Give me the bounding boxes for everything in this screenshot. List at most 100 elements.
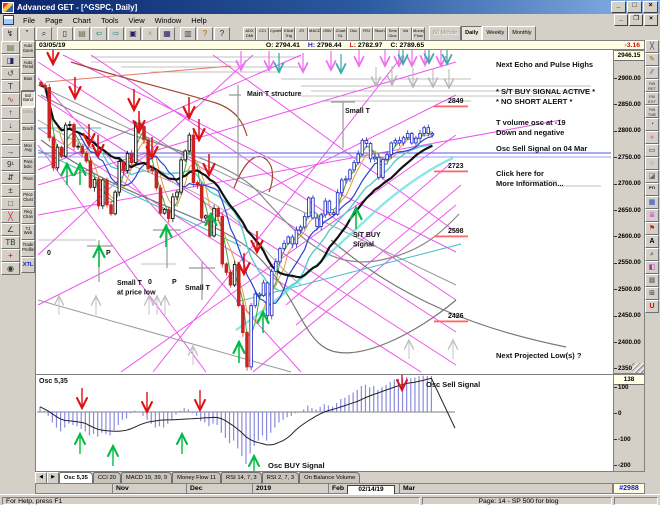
toolbar-study-rsi[interactable]: RSI [360,27,373,41]
toolbar-study-cci[interactable]: CCI [256,27,269,41]
chart-window-icon[interactable] [3,15,14,25]
toolbar-study-ellott-trig[interactable]: Ellott Trig [282,27,295,41]
tab-rsi-14-7-3[interactable]: RSI 14, 7, 3 [221,472,262,483]
pencil-tool-icon[interactable]: ✎ [645,53,659,66]
close-button[interactable]: × [643,1,658,13]
price-clusters-button[interactable]: ▦ [645,196,659,209]
study-hammer-icon[interactable]: T [1,80,20,93]
arrow-up-tool-icon[interactable]: ↑ [1,106,20,119]
study-xtl[interactable]: XTL [21,256,35,274]
study-pivot[interactable]: Pivot [21,173,35,191]
tab-cci-20[interactable]: CCI 20 [92,472,121,483]
study-auto-gann[interactable]: Auto Gann [21,41,35,58]
ma-20 [40,84,433,279]
tab-rsi-2-7-3[interactable]: RSI 2, 7, 3 [261,472,300,483]
menu-file[interactable]: File [23,15,36,25]
child-close-button[interactable]: × [644,14,658,26]
back-icon[interactable]: ⇦ [91,26,107,42]
eraser-tool-icon[interactable]: ◪ [645,170,659,183]
toolbar-study-adx-dmi[interactable]: ADX DMI [243,27,256,41]
fib-retracement-button[interactable]: FIB RET [645,79,659,92]
study-bias[interactable]: Bias [21,74,35,91]
maximize-button[interactable]: □ [627,1,642,13]
menu-chart[interactable]: Chart [72,15,91,25]
study-auto-trend[interactable]: Auto Trend [21,57,35,75]
fib-extension-button[interactable]: FIB EXT [645,92,659,105]
toolbar-study-obv[interactable]: OBV [321,27,334,41]
child-minimize-button[interactable]: _ [614,14,628,26]
tab-macd-19-39-9[interactable]: MACD 19, 39, 9 [120,472,173,483]
gann-angles-icon[interactable]: ∠ [1,223,20,236]
arrow-left-tool-icon[interactable]: ← [1,132,20,145]
menu-view[interactable]: View [128,15,145,25]
open-chart-icon[interactable]: ▤ [1,41,20,54]
arrow-right-tool-icon[interactable]: → [1,145,20,158]
reset-icon[interactable]: ↺ [1,67,20,80]
quote-icon[interactable]: ” [19,26,35,42]
toolbar-study-vol[interactable]: Vol [399,27,412,41]
elliott-arrows-icon[interactable]: « [645,131,659,144]
plus-minus-tool-icon[interactable]: ± [1,184,20,197]
box-tool-icon[interactable]: □ [1,197,20,210]
menu-window[interactable]: Window [154,15,182,25]
ellipse-tool-icon[interactable]: ○ [645,157,659,170]
minimize-button[interactable]: _ [611,1,626,13]
timeframe-60-minute[interactable]: 60 Minute [429,26,462,42]
study-dmch[interactable]: Dmch [21,123,35,141]
tb-tool-icon[interactable]: TB [1,236,20,249]
elliott-wave-icon[interactable]: ∿ [1,93,20,106]
alert-flag-icon[interactable]: ⚑ [645,222,659,235]
tab-on-balance-volume[interactable]: On Balance Volume [299,472,361,483]
arrow-down-tool-icon[interactable]: ↓ [1,119,20,132]
gann-gauge-icon[interactable]: ◔ [645,118,659,131]
fib-time-button[interactable]: FIB TME [645,105,659,118]
new-page-icon[interactable]: ▯ [57,26,73,42]
child-restore-button[interactable]: ❐ [629,14,643,26]
updown-tool-icon[interactable]: ⇵ [1,171,20,184]
palette-tool-icon[interactable]: ◧ [645,261,659,274]
lines-tool-icon[interactable]: ╳ [1,210,20,223]
delete-tool-icon[interactable]: ╳ [645,40,659,53]
resize-grip[interactable] [632,363,644,373]
text-tool-button[interactable]: A [645,235,659,248]
tile-windows-icon[interactable]: ▦ [159,26,175,42]
mob-button[interactable]: ≣ [645,209,659,222]
menu-tools[interactable]: Tools [100,15,119,25]
study-trade-profile[interactable]: Trade Profile [21,240,35,257]
menu-page[interactable]: Page [45,15,63,25]
study-reg-chan[interactable]: Reg Chan [21,206,35,224]
zoom-tool-button[interactable]: ⌕ [645,248,659,261]
pti-button[interactable]: PTI [645,183,659,196]
study-mov-avg[interactable]: Mov Avg [21,140,35,158]
page-group-icon[interactable]: ◨ [1,54,20,67]
tab-scroll-left[interactable]: ◀ [35,472,47,484]
tab-osc-5-35[interactable]: Osc 5,35 [59,472,93,483]
context-help-icon[interactable]: ? [214,26,230,42]
crosshair-tool-icon[interactable]: + [1,249,20,262]
toolbar-study-cycles[interactable]: Cycles [269,27,282,41]
snapshot-tool-icon[interactable]: ◉ [1,262,20,275]
oscillator-pane[interactable]: Osc 5,35 Osc BUY Signal Osc Sell Signal [35,370,613,476]
study-tj-web[interactable]: TJ Web [21,223,35,241]
price-chart-pane[interactable]: 2849 2723 2598 2426 Main T structure Small T… [35,43,613,374]
pointer-whip-icon[interactable]: ↯ [2,26,18,42]
study-bol-band[interactable]: Bol Band [21,90,35,108]
toolbar-study-chart-sl[interactable]: Chart SL [334,27,347,41]
study-delta[interactable]: Delta [21,107,35,124]
ratio-91-icon[interactable]: 9¹ [1,158,20,171]
copy-tool-icon[interactable]: ⊞ [645,287,659,300]
study-para-bolic[interactable]: Para bolic [21,157,35,174]
menu-help[interactable]: Help [191,15,207,25]
study-price-clust[interactable]: Price Clust [21,190,35,207]
toolbar-study-macd[interactable]: MACD [308,27,321,41]
trendline-tool-icon[interactable]: ⁄⁄ [645,66,659,79]
toolbar-study-money-flow[interactable]: Money Flow [412,27,425,41]
underline-tool-button[interactable]: U [645,300,659,313]
rectangle-tool-icon[interactable]: ▭ [645,144,659,157]
toolbar-study-time-clus[interactable]: Time Clus [386,27,399,41]
tab-money-flow-11[interactable]: Money Flow 11 [172,472,222,483]
toolbar-study-osc[interactable]: Osc [347,27,360,41]
toolbar-study-jti[interactable]: JTI [295,27,308,41]
toolbar-study-stoch[interactable]: Stoch [373,27,386,41]
pattern-tool-icon[interactable]: ▩ [645,274,659,287]
